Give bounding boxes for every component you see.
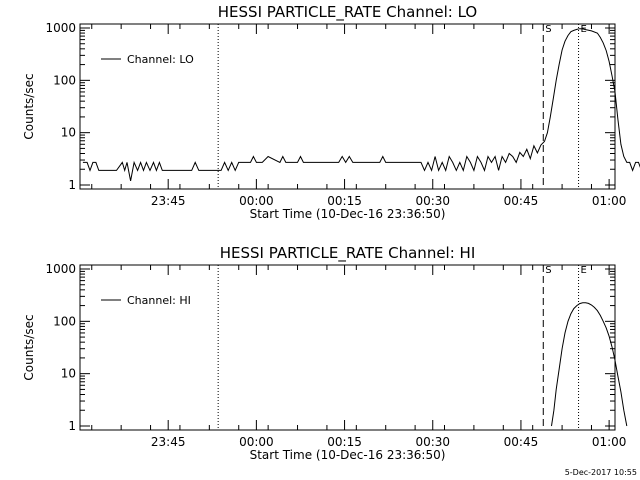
- y-axis-label: Counts/sec: [22, 73, 36, 139]
- y-tick-label: 1: [68, 419, 76, 433]
- y-tick-label: 1000: [45, 262, 76, 276]
- x-tick-label: 01:00: [592, 194, 627, 208]
- plot-frame: [79, 23, 616, 190]
- y-tick-label: 1: [68, 178, 76, 192]
- x-tick-label: 00:00: [239, 194, 274, 208]
- x-tick-label: 00:30: [415, 435, 450, 449]
- x-tick-label: 00:15: [327, 194, 362, 208]
- series-line: [82, 28, 640, 181]
- x-axis-label: Start Time (10-Dec-16 23:36:50): [250, 448, 446, 462]
- event-marker-label: S: [545, 24, 551, 35]
- y-tick-label: 10: [61, 367, 76, 381]
- panel-lo: HESSI PARTICLE_RATE Channel: LO 1 10 100 100…: [22, 3, 640, 221]
- chart-title: HESSI PARTICLE_RATE Channel: LO: [218, 3, 477, 22]
- x-tick-label: 00:45: [504, 435, 539, 449]
- y-tick-label: 100: [53, 73, 76, 87]
- event-marker-label: S: [545, 265, 551, 276]
- y-tick-label: 10: [61, 126, 76, 140]
- x-tick-label: 00:00: [239, 435, 274, 449]
- event-marker-label: E: [581, 265, 587, 276]
- panel-hi: HESSI PARTICLE_RATE Channel: HI 1 10 100 100…: [22, 244, 628, 462]
- x-tick-label: 00:45: [504, 194, 539, 208]
- plot-frame: [79, 264, 616, 431]
- series-line: [551, 302, 628, 427]
- x-tick-label: 00:30: [415, 194, 450, 208]
- y-tick-label: 100: [53, 314, 76, 328]
- legend-label: Channel: HI: [127, 294, 191, 307]
- x-tick-label: 00:15: [327, 435, 362, 449]
- x-axis-label: Start Time (10-Dec-16 23:36:50): [250, 207, 446, 221]
- timestamp: 5-Dec-2017 10:55: [565, 468, 637, 477]
- x-tick-label: 23:45: [151, 435, 186, 449]
- y-tick-label: 1000: [45, 21, 76, 35]
- y-axis-label: Counts/sec: [22, 314, 36, 380]
- legend-label: Channel: LO: [127, 53, 194, 66]
- x-tick-label: 23:45: [151, 194, 186, 208]
- chart-title: HESSI PARTICLE_RATE Channel: HI: [220, 244, 476, 263]
- x-tick-label: 01:00: [592, 435, 627, 449]
